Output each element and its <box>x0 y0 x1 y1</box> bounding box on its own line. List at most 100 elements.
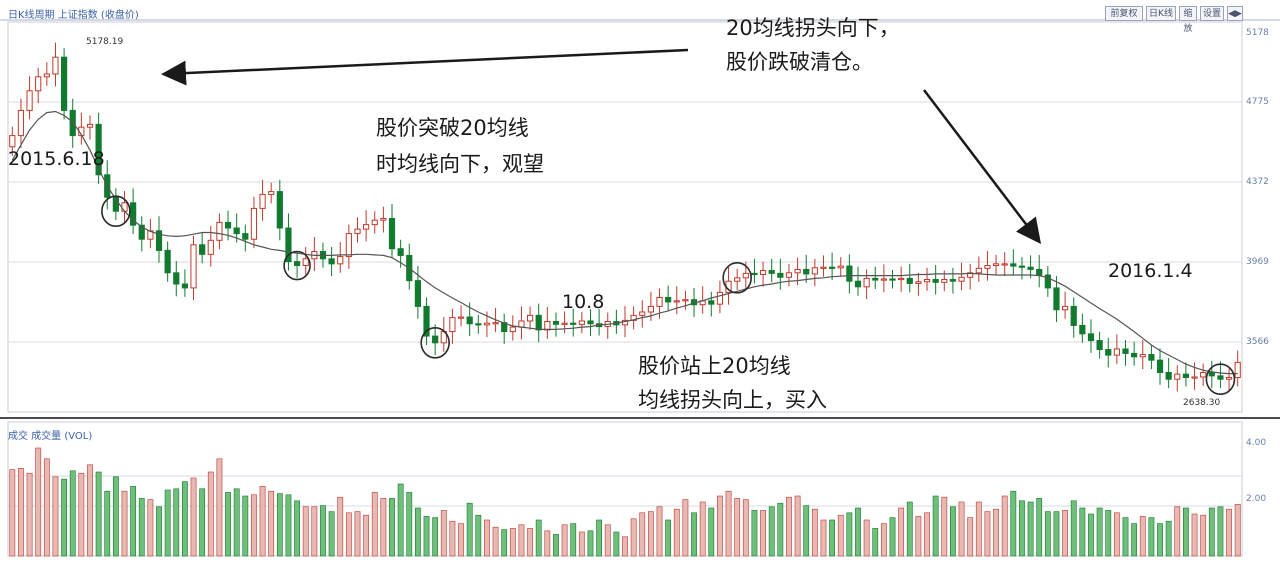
volume-bar <box>1208 507 1215 557</box>
scroll-arrows-icon[interactable]: ◀▶ <box>1227 6 1243 21</box>
y-tick-label: 5178 <box>1246 28 1269 38</box>
candle-body <box>932 279 939 283</box>
annotation-sell-line1: 20均线拐头向下， <box>726 16 900 40</box>
volume-bar <box>777 502 784 557</box>
volume-bar <box>112 476 119 557</box>
candle-body <box>1001 263 1008 266</box>
date-label-peak: 2015.6.18 <box>8 148 105 170</box>
volume-bar <box>311 506 318 557</box>
candle-body <box>863 277 870 288</box>
candle-body <box>259 193 266 209</box>
candle-body <box>665 296 672 303</box>
volume-bar <box>268 490 275 557</box>
candle-body <box>526 314 534 322</box>
volume-bar <box>285 494 292 557</box>
candle-body <box>1182 373 1190 379</box>
candle-body <box>224 221 232 229</box>
volume-bar <box>345 512 352 557</box>
candle-body <box>751 272 758 276</box>
volume-bar <box>820 519 827 557</box>
volume-bar <box>518 524 525 557</box>
volume-bar <box>1234 504 1241 557</box>
volume-bar <box>1001 495 1008 557</box>
candle-body <box>578 320 585 325</box>
volume-bar <box>906 501 913 557</box>
volume-bar <box>639 512 646 557</box>
volume-header-title: 成交 成交量 (VOL) <box>8 431 93 442</box>
settings-button[interactable]: 设置 <box>1200 6 1224 21</box>
volume-bar <box>768 506 775 557</box>
volume-bar <box>691 512 697 557</box>
volume-bar <box>294 500 300 557</box>
volume-bar <box>665 519 672 557</box>
volume-bar <box>423 516 430 557</box>
candle-body <box>941 279 948 283</box>
volume-bar <box>717 495 723 557</box>
candle-body <box>1122 348 1129 354</box>
volume-bar <box>173 488 180 557</box>
highlight-circle <box>722 262 752 294</box>
volume-bar <box>501 529 508 557</box>
volume-bar <box>363 514 370 557</box>
candle-body <box>328 258 335 265</box>
volume-bar <box>354 511 361 557</box>
volume-bar <box>760 510 766 557</box>
candle-body <box>1165 371 1172 380</box>
volume-bar <box>233 488 240 557</box>
price-panel-frame <box>7 21 1243 413</box>
candle-body <box>820 266 827 269</box>
candle-body <box>587 320 594 325</box>
volume-bar <box>1200 514 1207 557</box>
candle-body <box>889 278 896 281</box>
candle-body <box>1156 359 1164 373</box>
volume-bar <box>1174 506 1181 557</box>
volume-bar <box>207 471 214 557</box>
candle-body <box>639 311 646 316</box>
volume-bar <box>993 508 999 557</box>
volume-bar <box>872 528 879 557</box>
highlight-circle <box>101 195 131 227</box>
volume-bar <box>561 524 568 557</box>
volume-bar <box>35 447 42 557</box>
volume-bar <box>182 481 188 557</box>
volume-bar <box>1070 500 1077 557</box>
zoom-button[interactable]: 缩放 <box>1179 6 1197 34</box>
volume-bar <box>242 495 249 557</box>
volume-bar <box>87 464 93 557</box>
candle-body <box>35 76 42 92</box>
volume-bar <box>1157 523 1163 557</box>
highlight-circle <box>420 326 450 359</box>
volume-bar <box>43 458 50 557</box>
candle-body <box>1096 340 1103 351</box>
volume-bar <box>924 512 930 557</box>
candle-body <box>250 207 258 240</box>
min-price-label: 2638.30 <box>1183 398 1221 408</box>
candle-body <box>354 228 361 235</box>
pointer-arrow-to-breakdown <box>923 89 1042 244</box>
volume-bar <box>837 514 844 557</box>
max-price-label: 5178.19 <box>86 37 124 47</box>
candle-body <box>138 224 145 240</box>
candle-body <box>759 270 767 275</box>
candle-body <box>190 244 197 289</box>
candle-body <box>86 123 94 128</box>
candle-body <box>647 305 654 313</box>
volume-bar <box>138 498 145 557</box>
candle-body <box>768 270 775 274</box>
period-button[interactable]: 日K线 <box>1146 6 1176 21</box>
volume-bar <box>1165 520 1172 557</box>
candle-body <box>414 280 421 307</box>
candle-body <box>967 272 974 278</box>
candle-body <box>673 300 680 303</box>
annotation-buy-line1: 股价站上20均线 <box>638 354 791 378</box>
adjust-button[interactable]: 前复权 <box>1105 6 1143 21</box>
volume-bar <box>26 472 33 557</box>
candle-body <box>164 249 171 274</box>
candle-body <box>923 279 931 283</box>
candle-body <box>242 233 249 240</box>
volume-bar <box>682 499 689 557</box>
candle-body <box>552 321 560 325</box>
highlight-circle <box>283 250 311 281</box>
volume-bar <box>397 483 404 557</box>
